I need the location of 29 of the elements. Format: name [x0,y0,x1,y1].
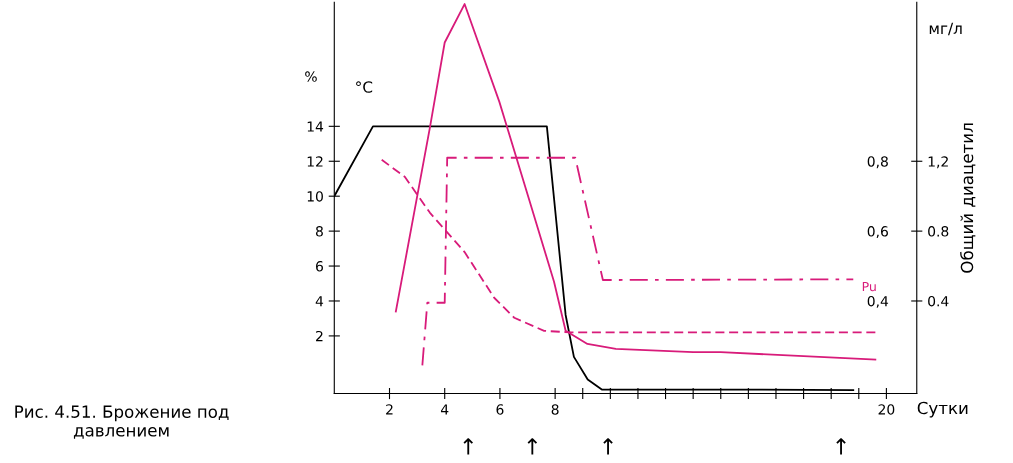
x-tick-label: 8 [551,404,559,415]
y-tick-label: 6 [316,261,323,272]
x-axis-title: Сутки [917,401,968,418]
y-axis-title: % [305,71,317,82]
y3-tick-label: 0,6 [867,226,888,239]
y3-tick-label: 0,8 [867,156,888,169]
y-tick-label: 14 [307,121,324,132]
y2-tick-label: 0.4 [928,295,949,307]
x-tick-label: 6 [496,404,504,415]
text: ↑ [463,438,473,455]
text: ↑ [603,438,613,455]
text: мг/л [929,22,962,36]
y2-axis-title: Общий диацетил [960,123,976,273]
text: ↑ [836,438,846,455]
text: ↑ [527,438,538,455]
y3-tick-label: 0,4 [867,295,889,308]
y-tick-label: 12 [307,156,323,167]
x-tick-label: 4 [440,404,449,415]
annotation: °C [356,81,373,93]
text: Рис. 4.51. Брожение под давлением [15,405,229,439]
series-label: Pu [862,281,876,292]
x-tick-label: 2 [386,404,393,415]
y-tick-label: 10 [307,191,323,202]
y-tick-label: 4 [315,296,324,307]
y2-tick-label: 0.8 [928,226,949,237]
y2-tick-label: 1,2 [928,156,948,169]
y-tick-label: 8 [315,226,323,237]
x-tick-label: 20 [878,404,895,415]
y-tick-label: 2 [316,330,323,342]
